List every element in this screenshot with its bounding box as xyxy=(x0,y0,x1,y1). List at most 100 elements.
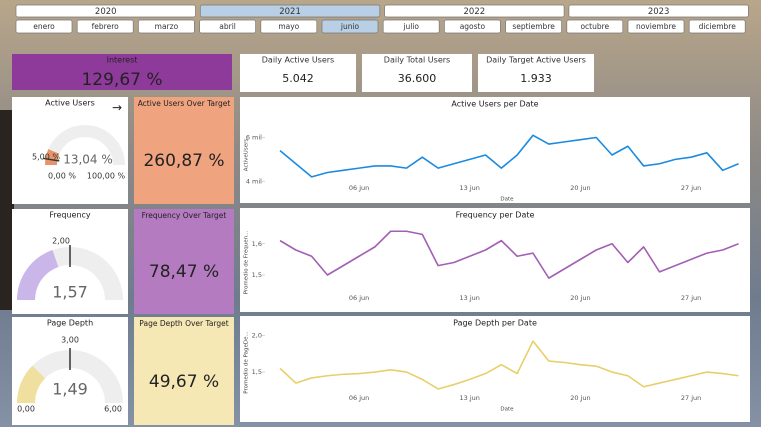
chart-title: Active Users per Date xyxy=(451,100,538,109)
gauge-fill xyxy=(17,249,59,300)
gauge-fill xyxy=(17,365,46,403)
month-label[interactable]: julio xyxy=(402,22,419,31)
gauge-min-label: 0,00 xyxy=(17,405,35,414)
gauge-value: 1,57 xyxy=(52,283,88,302)
month-button[interactable] xyxy=(199,19,256,34)
gauge-max-label: 100,00 % xyxy=(87,172,126,181)
y-tick-label: 4 mil xyxy=(246,177,262,185)
y-tick-label: 1,5 xyxy=(252,368,262,376)
month-button[interactable] xyxy=(138,19,195,34)
gauge-target-label: 5,00 % xyxy=(32,153,60,162)
month-label[interactable]: septiembre xyxy=(512,22,555,31)
month-label[interactable]: mayo xyxy=(278,22,299,31)
month-label[interactable]: noviembre xyxy=(636,22,676,31)
month-label[interactable]: enero xyxy=(33,22,55,31)
year-button[interactable] xyxy=(199,4,381,18)
x-tick-label: 06 jun xyxy=(349,394,369,402)
month-button[interactable] xyxy=(260,19,318,34)
year-button[interactable] xyxy=(384,4,565,18)
kpi-title: Daily Target Active Users xyxy=(486,56,586,65)
gauge-target xyxy=(43,157,60,162)
month-button[interactable] xyxy=(321,19,379,34)
month-label[interactable]: agosto xyxy=(460,22,486,31)
line xyxy=(279,340,739,390)
y-axis-label: ActiveUsers xyxy=(244,139,250,172)
over-target-title: Frequency Over Target xyxy=(142,211,227,220)
x-tick-label: 13 jun xyxy=(460,394,480,402)
month-label[interactable]: febrero xyxy=(92,22,119,31)
kpi-title: Interest xyxy=(107,56,138,65)
x-tick-label: 20 jun xyxy=(570,294,590,302)
x-tick-label: 27 jun xyxy=(681,394,701,402)
over-target-value: 260,87 % xyxy=(143,151,224,171)
line xyxy=(279,230,739,279)
gauge-title: Active Users xyxy=(45,99,95,108)
kpi-value: 129,67 % xyxy=(81,70,162,90)
chart-card xyxy=(240,208,750,312)
x-axis-label: Date xyxy=(500,407,514,413)
kpi-title: Daily Active Users xyxy=(262,56,334,65)
month-button[interactable] xyxy=(627,19,685,34)
gauge-target-label: 3,00 xyxy=(61,336,79,345)
month-button[interactable] xyxy=(382,19,440,34)
year-label[interactable]: 2020 xyxy=(95,7,117,17)
x-tick-label: 06 jun xyxy=(349,184,369,192)
over-target-card xyxy=(134,97,234,204)
y-tick-label: 6 mil xyxy=(246,134,262,142)
gauge-card xyxy=(12,97,128,204)
gauge-value: 1,49 xyxy=(52,380,88,399)
x-axis-label: Date xyxy=(500,197,514,203)
y-tick-label: 1,6 xyxy=(252,240,262,248)
gauge-title: Page Depth xyxy=(47,319,93,328)
month-label[interactable]: diciembre xyxy=(699,22,737,31)
month-button[interactable] xyxy=(15,19,73,34)
year-button[interactable] xyxy=(568,4,749,18)
kpi-card xyxy=(478,54,594,92)
kpi-card xyxy=(240,54,356,92)
x-tick-label: 27 jun xyxy=(681,294,701,302)
background-figure xyxy=(0,110,14,310)
month-button[interactable] xyxy=(76,19,134,34)
kpi-value: 36.600 xyxy=(398,72,437,85)
month-label[interactable]: marzo xyxy=(155,22,179,31)
y-axis-label: Promedio de PageDe... xyxy=(244,331,250,394)
kpi-card xyxy=(362,54,472,92)
kpi-value: 5.042 xyxy=(282,72,314,85)
month-button[interactable] xyxy=(688,19,746,34)
year-label[interactable]: 2021 xyxy=(279,7,301,17)
over-target-card xyxy=(134,209,234,314)
gauge-min-label: 0,00 % xyxy=(48,172,76,181)
month-label[interactable]: octubre xyxy=(580,22,609,31)
month-button[interactable] xyxy=(444,19,501,34)
kpi-title: Daily Total Users xyxy=(384,56,450,65)
year-label[interactable]: 2022 xyxy=(464,7,486,17)
kpi-value: 1.933 xyxy=(520,72,552,85)
month-label[interactable]: junio xyxy=(340,22,360,31)
gauge-track xyxy=(17,350,123,403)
gauge-track xyxy=(45,125,125,165)
gauge-value: 13,04 % xyxy=(63,153,113,167)
chart-card xyxy=(240,97,750,203)
chart-title: Page Depth per Date xyxy=(453,319,537,328)
month-button[interactable] xyxy=(505,19,562,34)
month-button[interactable] xyxy=(566,19,624,34)
over-target-title: Active Users Over Target xyxy=(138,99,231,108)
x-tick-label: 20 jun xyxy=(570,394,590,402)
x-tick-label: 13 jun xyxy=(460,294,480,302)
gauge-target-label: 2,00 xyxy=(52,237,70,246)
over-target-value: 78,47 % xyxy=(149,262,219,282)
x-tick-label: 06 jun xyxy=(349,294,369,302)
y-tick-label: 1,5 xyxy=(252,271,262,279)
line xyxy=(279,134,739,178)
expand-icon[interactable]: → xyxy=(112,101,122,115)
x-tick-label: 13 jun xyxy=(460,184,480,192)
year-button[interactable] xyxy=(15,4,196,18)
over-target-title: Page Depth Over Target xyxy=(139,319,228,328)
chart-title: Frequency per Date xyxy=(456,211,535,220)
y-axis-label: Promedio de Frequen... xyxy=(244,230,250,294)
year-label[interactable]: 2023 xyxy=(648,7,670,17)
month-label[interactable]: abril xyxy=(219,22,236,31)
over-target-value: 49,67 % xyxy=(149,372,219,392)
